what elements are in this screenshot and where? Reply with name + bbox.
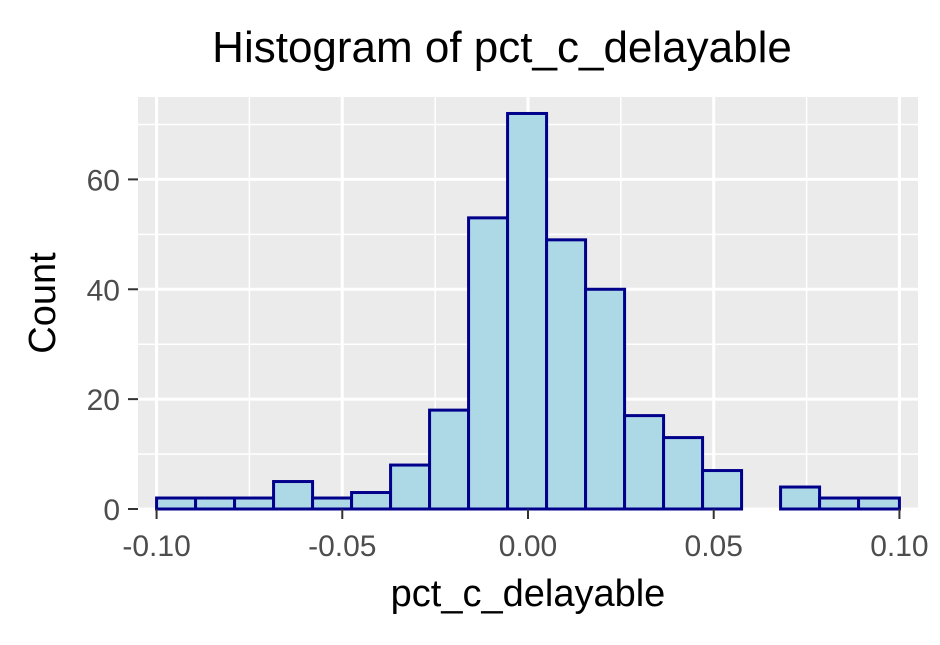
histogram-bar	[467, 216, 510, 511]
histogram-bar	[272, 480, 315, 511]
histogram-bar	[194, 496, 237, 511]
chart-title: Histogram of pct_c_delayable	[212, 23, 792, 72]
histogram-bars	[155, 111, 901, 511]
histogram-bar	[857, 496, 901, 511]
y-tick-label: 20	[87, 384, 120, 417]
x-tick-label: 0.10	[870, 530, 928, 563]
y-tick-label: 0	[103, 494, 120, 527]
histogram-bar	[506, 111, 549, 511]
y-tick-label: 40	[87, 274, 120, 307]
histogram-bar	[350, 491, 393, 511]
histogram-bar	[428, 408, 471, 511]
y-tick-label: 60	[87, 164, 120, 197]
x-tick-label: 0.05	[685, 530, 743, 563]
histogram-bar	[389, 463, 432, 511]
histogram-bar	[623, 414, 666, 511]
histogram-bar	[155, 496, 198, 511]
histogram-bar	[584, 287, 627, 511]
histogram-bar	[545, 238, 588, 511]
x-tick-label: 0.00	[499, 530, 557, 563]
histogram-bar	[233, 496, 276, 511]
axes: -0.10 -0.05 0.00 0.05 0.10 0 20 40 60	[87, 164, 929, 563]
x-tick-label: -0.05	[308, 530, 376, 563]
histogram-bar	[779, 485, 822, 511]
x-tick-label: -0.10	[122, 530, 190, 563]
histogram-bar	[701, 469, 744, 511]
x-axis-title: pct_c_delayable	[391, 573, 666, 615]
histogram-bar	[818, 496, 861, 511]
histogram-bar	[662, 436, 705, 511]
y-axis-title: Count	[22, 252, 64, 354]
histogram-bar	[311, 496, 354, 511]
